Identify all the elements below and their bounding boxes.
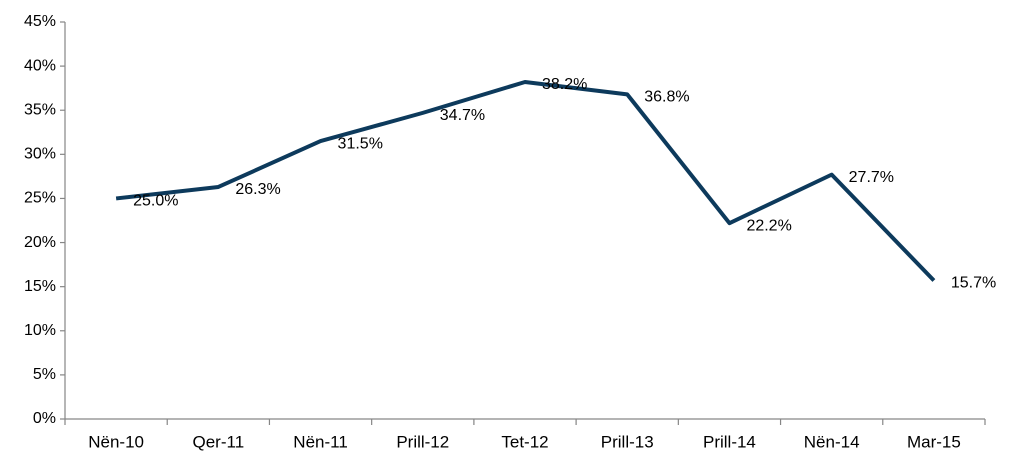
x-tick-label: Nën-11 xyxy=(293,432,348,451)
x-tick-label: Prill-14 xyxy=(703,432,756,451)
x-tick-label: Prill-13 xyxy=(601,432,654,451)
y-tick-label: 30% xyxy=(24,146,56,163)
line-series xyxy=(115,79,936,282)
x-tick-label: Tet-12 xyxy=(501,432,548,451)
data-label: 36.8% xyxy=(644,89,689,106)
y-tick-label: 20% xyxy=(24,234,56,251)
y-tick-label: 5% xyxy=(33,366,56,383)
y-tick-label: 0% xyxy=(33,410,56,427)
data-label: 25.0% xyxy=(133,193,178,210)
y-tick-label: 45% xyxy=(24,13,56,30)
x-tick-label: Qer-11 xyxy=(193,432,245,451)
x-tick-label: Mar-15 xyxy=(907,432,961,451)
y-tick-label: 10% xyxy=(24,322,56,339)
data-label: 15.7% xyxy=(951,275,996,292)
data-label: 27.7% xyxy=(849,169,894,186)
y-tick-label: 15% xyxy=(24,278,56,295)
data-label: 22.2% xyxy=(746,217,791,234)
data-label: 31.5% xyxy=(338,135,383,152)
data-label: 26.3% xyxy=(235,181,280,198)
x-tick-label: Nën-14 xyxy=(804,432,860,451)
data-label: 34.7% xyxy=(440,107,485,124)
y-tick-label: 35% xyxy=(24,101,56,118)
y-tick-label: 40% xyxy=(24,57,56,74)
y-tick-label: 25% xyxy=(24,190,56,207)
x-tick-label: Prill-12 xyxy=(396,432,449,451)
data-label: 38.2% xyxy=(542,76,587,93)
x-tick-label: Nën-10 xyxy=(88,432,144,451)
